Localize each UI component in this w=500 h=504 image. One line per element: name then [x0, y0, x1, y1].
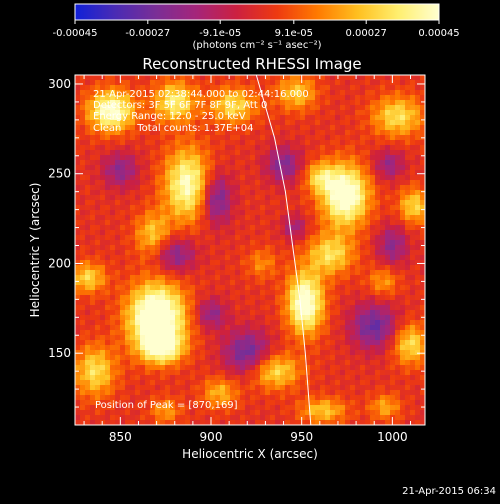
- x-tick-label: 1000: [377, 430, 408, 444]
- colorbar-tick-label: 0.00045: [418, 28, 459, 39]
- y-tick-label: 300: [48, 77, 71, 91]
- colorbar-tick-label: 9.1e-05: [275, 28, 313, 39]
- x-tick-label: 900: [200, 430, 223, 444]
- colorbar-ticks: -0.00045 -0.00027 -9.1e-05 9.1e-05 0.00027 0.…: [53, 20, 460, 39]
- annotation-peak-position: Position of Peak = [870,169]: [95, 400, 238, 411]
- x-axis-label: Heliocentric X (arcsec): [182, 447, 318, 461]
- y-tick-label: 200: [48, 256, 71, 270]
- annotation-detectors: Detectors: 3F 5F 6F 7F 8F 9F, Att 0: [93, 100, 267, 111]
- x-tick-label: 950: [290, 430, 313, 444]
- y-tick-label: 250: [48, 167, 71, 181]
- annotation-block: 21-Apr-2015 02:38:44.000 to 02:44:16.000…: [93, 89, 309, 411]
- colorbar-tick-label: -9.1e-05: [199, 28, 241, 39]
- x-tick-label: 850: [109, 430, 132, 444]
- annotation-clean-counts: Clean Total counts: 1.37E+04: [93, 123, 253, 134]
- y-tick-label: 150: [48, 346, 71, 360]
- heatmap-image: [75, 75, 425, 425]
- chart-title: Reconstructed RHESSI Image: [142, 55, 361, 73]
- footer-timestamp: 21-Apr-2015 06:34: [402, 486, 496, 497]
- solar-limb-line: [255, 75, 312, 425]
- colorbar-unit-label: (photons cm⁻² s⁻¹ asec⁻²): [192, 40, 321, 51]
- colorbar-tick-label: 0.00027: [346, 28, 387, 39]
- plot-area: 850 900 950 1000 150 200 250 300: [48, 74, 426, 444]
- axis-ticks: 850 900 950 1000 150 200 250 300: [48, 75, 425, 444]
- colorbar-tick-label: -0.00045: [53, 28, 98, 39]
- annotation-energy-range: Energy Range: 12.0 - 25.0 keV: [93, 111, 246, 122]
- colorbar-tick-label: -0.00027: [125, 28, 170, 39]
- colorbar: -0.00045 -0.00027 -9.1e-05 9.1e-05 0.00027 0.…: [53, 3, 460, 51]
- colorbar-gradient: [74, 3, 440, 21]
- plot-frame: [74, 74, 426, 426]
- y-axis-label: Heliocentric Y (arcsec): [28, 183, 42, 318]
- annotation-time-range: 21-Apr-2015 02:38:44.000 to 02:44:16.000: [93, 89, 309, 100]
